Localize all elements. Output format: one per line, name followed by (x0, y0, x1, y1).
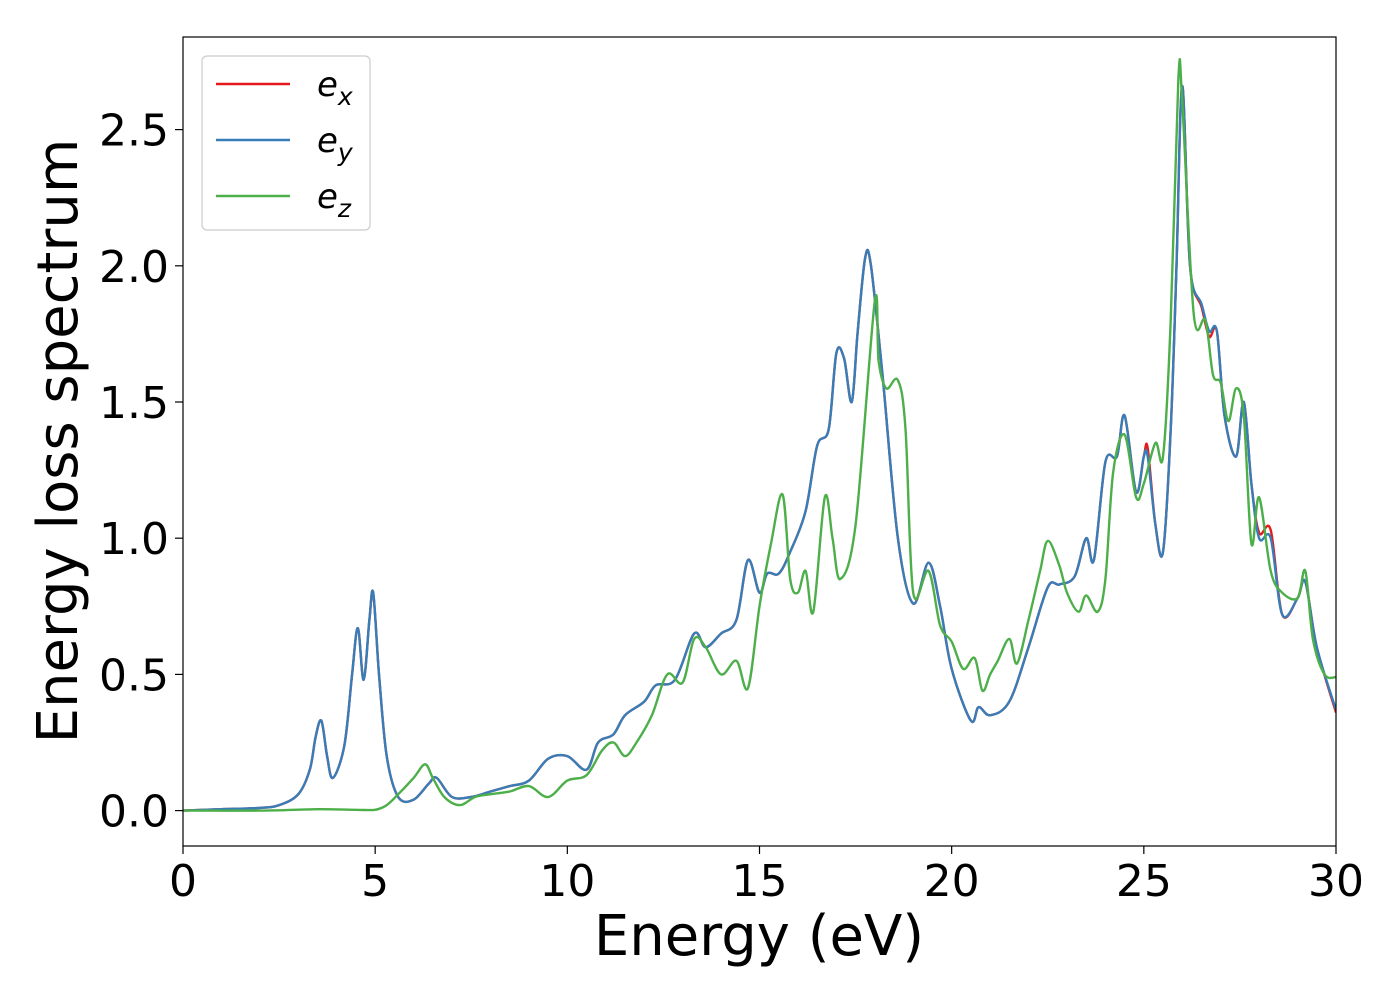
legend-label-y: ey (317, 121, 354, 167)
x-tick-label: 25 (1116, 856, 1172, 907)
x-tick-label: 5 (361, 856, 389, 907)
x-axis-label: Energy (eV) (594, 904, 924, 969)
x-tick-label: 0 (169, 856, 197, 907)
legend-label-x: ex (317, 65, 353, 111)
x-tick-label: 10 (539, 856, 595, 907)
axes: 0 5 10 15 20 25 30 0.0 0.5 1.0 1.5 2.0 2.5 (99, 36, 1364, 907)
plot-area (183, 58, 1336, 812)
y-tick-label: 0.5 (99, 650, 169, 701)
legend-label-z: ez (317, 177, 352, 223)
legend-box (201, 55, 371, 231)
y-tick-label: 1.0 (99, 514, 169, 565)
y-axis-label: Energy loss spectrum (26, 139, 91, 744)
y-tick-label: 0.0 (99, 787, 169, 838)
y-tick-label: 1.5 (99, 378, 169, 429)
x-tick-label: 20 (924, 856, 980, 907)
x-tick-label: 15 (732, 856, 788, 907)
y-tick-label: 2.5 (99, 106, 169, 157)
legend: ex ey ez (201, 55, 371, 231)
y-tick-label: 2.0 (99, 242, 169, 293)
series-line-z (183, 58, 1336, 812)
x-tick-label: 30 (1308, 856, 1364, 907)
